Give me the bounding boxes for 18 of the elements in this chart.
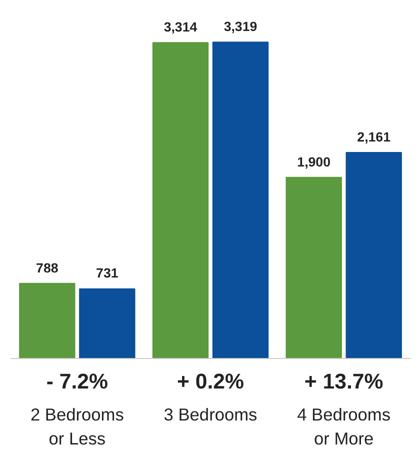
data-label: 3,319 — [224, 19, 258, 34]
text: + 13.7% — [304, 370, 384, 394]
bar — [79, 288, 136, 358]
text: - 7.2% — [46, 370, 108, 394]
bar — [212, 42, 269, 358]
x-tick-label: 4 Bedrooms or More — [297, 404, 391, 448]
bar — [346, 152, 402, 358]
text: + 0.2% — [177, 370, 244, 394]
x-tick-label: 2 Bedrooms or Less — [30, 404, 124, 448]
data-label: 3,314 — [164, 20, 198, 35]
x-tick-label: 3 Bedrooms — [164, 404, 258, 424]
data-label: 2,161 — [357, 129, 392, 144]
bar — [152, 42, 209, 358]
bar — [19, 282, 76, 358]
bar — [286, 176, 342, 358]
data-label: 731 — [96, 266, 119, 281]
data-label: 1,900 — [297, 154, 331, 170]
data-label: 788 — [36, 260, 58, 276]
